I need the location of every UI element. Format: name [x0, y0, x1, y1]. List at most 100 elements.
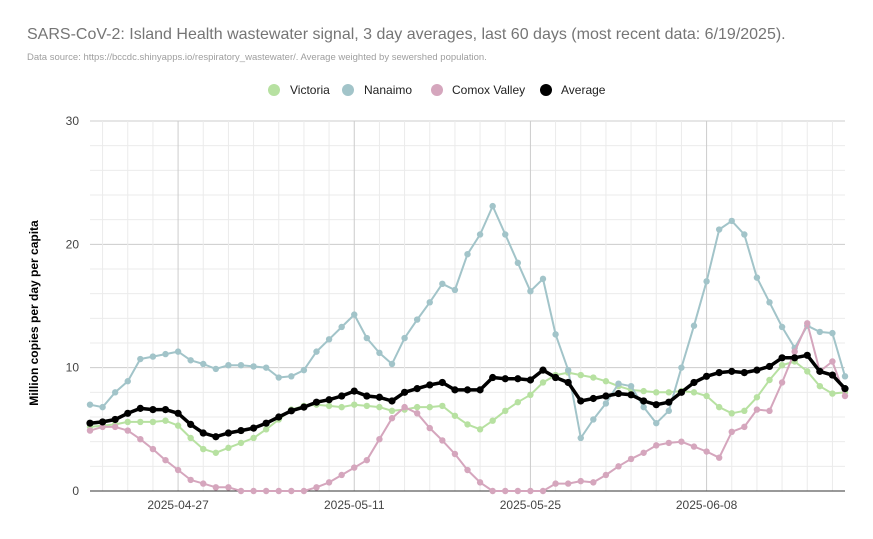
data-point-comox-valley — [149, 445, 157, 453]
data-point-victoria — [262, 426, 270, 433]
data-point-comox-valley — [300, 487, 308, 495]
y-tick-label: 20 — [66, 237, 80, 251]
data-point-victoria — [413, 403, 421, 411]
data-point-victoria — [225, 444, 232, 452]
data-point-average — [199, 429, 207, 437]
data-point-victoria — [514, 399, 522, 406]
data-point-victoria — [766, 376, 773, 384]
data-point-average — [400, 388, 409, 396]
data-point-comox-valley — [174, 466, 182, 474]
data-point-nanaimo — [363, 334, 371, 342]
data-point-average — [753, 366, 761, 374]
data-point-nanaimo — [640, 403, 647, 411]
legend-marker-victoria — [268, 84, 280, 96]
legend-label-nanaimo: Nanaimo — [364, 83, 412, 97]
data-point-average — [728, 367, 736, 375]
data-point-nanaimo — [262, 364, 270, 371]
data-point-victoria — [590, 374, 597, 381]
data-point-comox-valley — [363, 456, 371, 464]
data-point-average — [426, 381, 434, 389]
data-point-nanaimo — [690, 322, 698, 329]
data-point-nanaimo — [313, 348, 320, 355]
data-point-average — [489, 373, 497, 382]
y-tick-label: 30 — [66, 114, 80, 128]
data-point-average — [363, 392, 371, 400]
y-tick-label: 0 — [72, 484, 79, 498]
data-point-victoria — [426, 403, 433, 411]
data-point-comox-valley — [489, 487, 496, 495]
data-point-average — [136, 404, 144, 412]
legend-label-comox-valley: Comox Valley — [452, 83, 525, 97]
data-point-average — [791, 354, 799, 362]
data-point-nanaimo — [841, 373, 849, 380]
data-point-nanaimo — [715, 226, 723, 233]
data-point-nanaimo — [149, 353, 157, 360]
data-point-comox-valley — [111, 423, 119, 431]
data-point-average — [275, 413, 283, 421]
data-point-comox-valley — [703, 448, 710, 455]
data-point-nanaimo — [300, 366, 308, 374]
data-point-comox-valley — [212, 484, 220, 491]
data-point-comox-valley — [766, 407, 773, 415]
data-point-average — [312, 398, 321, 406]
data-point-nanaimo — [678, 364, 685, 371]
data-point-nanaimo — [527, 288, 534, 295]
data-point-comox-valley — [552, 480, 559, 487]
legend-marker-average — [540, 84, 552, 96]
data-point-average — [124, 409, 132, 417]
data-point-average — [652, 401, 660, 409]
data-point-victoria — [237, 439, 245, 447]
data-point-average — [438, 378, 446, 387]
data-point-nanaimo — [250, 363, 257, 370]
data-point-victoria — [137, 418, 144, 426]
data-point-nanaimo — [829, 329, 836, 337]
data-point-victoria — [539, 379, 547, 386]
data-point-comox-valley — [275, 487, 282, 495]
data-point-comox-valley — [653, 442, 660, 449]
data-point-comox-valley — [250, 487, 257, 495]
data-point-average — [816, 367, 824, 375]
data-point-nanaimo — [489, 202, 496, 210]
data-point-average — [589, 394, 597, 403]
legend-marker-nanaimo — [342, 84, 354, 96]
data-point-nanaimo — [464, 251, 471, 258]
data-point-average — [300, 403, 308, 411]
data-point-comox-valley — [451, 450, 459, 458]
legend-marker-comox-valley — [431, 84, 443, 96]
x-tick-label: 2025-05-11 — [324, 498, 385, 512]
data-point-comox-valley — [439, 437, 446, 444]
series-nanaimo — [86, 202, 849, 442]
data-point-average — [602, 392, 610, 400]
data-point-nanaimo — [212, 365, 220, 373]
data-point-comox-valley — [753, 406, 761, 413]
data-point-victoria — [162, 417, 169, 424]
data-point-comox-valley — [564, 480, 572, 487]
data-point-victoria — [124, 418, 131, 426]
data-point-comox-valley — [741, 423, 748, 431]
data-point-average — [325, 396, 333, 404]
data-point-nanaimo — [703, 278, 710, 285]
data-point-comox-valley — [539, 487, 547, 495]
data-point-victoria — [149, 418, 157, 426]
data-point-nanaimo — [753, 274, 761, 281]
data-point-nanaimo — [413, 316, 421, 323]
data-point-victoria — [741, 407, 748, 415]
data-point-victoria — [439, 402, 446, 410]
data-point-victoria — [804, 368, 811, 375]
data-point-comox-valley — [288, 487, 295, 495]
data-point-comox-valley — [99, 423, 106, 431]
data-point-victoria — [388, 407, 396, 415]
data-point-victoria — [212, 449, 220, 456]
data-point-nanaimo — [766, 299, 773, 306]
data-point-nanaimo — [778, 323, 786, 331]
data-point-nanaimo — [653, 419, 660, 427]
data-point-victoria — [250, 434, 257, 442]
data-point-comox-valley — [577, 477, 584, 485]
data-point-comox-valley — [187, 476, 194, 484]
data-point-comox-valley — [200, 480, 207, 487]
data-point-victoria — [338, 403, 345, 411]
data-point-nanaimo — [514, 259, 522, 267]
data-point-average — [564, 378, 572, 387]
y-axis-label: Million copies per day per capita — [27, 220, 41, 406]
data-point-nanaimo — [426, 299, 433, 306]
